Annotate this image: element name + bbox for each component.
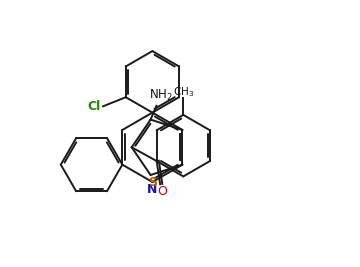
Text: S: S [148, 176, 157, 189]
Text: O: O [157, 185, 167, 198]
Text: CH$_3$: CH$_3$ [173, 85, 194, 99]
Text: N: N [147, 183, 158, 196]
Text: Cl: Cl [88, 100, 101, 113]
Text: NH$_2$: NH$_2$ [149, 88, 172, 104]
